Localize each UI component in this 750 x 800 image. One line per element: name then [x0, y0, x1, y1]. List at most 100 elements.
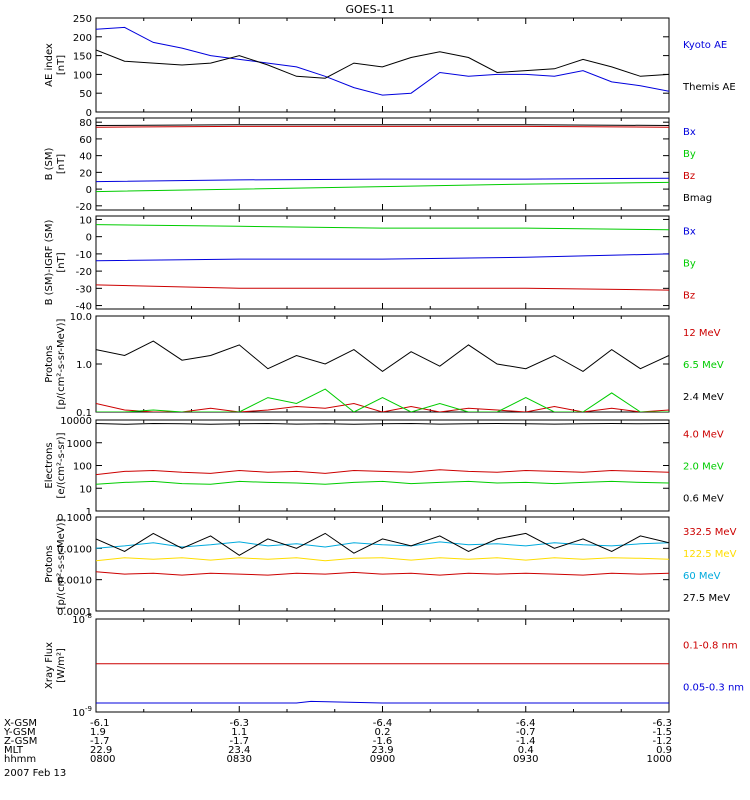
legend-label: 12 MeV: [683, 328, 721, 339]
series-line-2-0-mev: [96, 480, 669, 485]
y-tick-label: 0.0100: [57, 544, 92, 555]
series-line-4-0-mev: [96, 469, 669, 476]
y-tick-label: 150: [73, 52, 92, 63]
y-axis-label: Protons[p/(cm²-s-sr-MeV)]: [44, 318, 67, 409]
y-tick-label: 100: [73, 462, 92, 473]
legend-label: 0.05-0.3 nm: [683, 683, 744, 694]
plot-frame: [95, 117, 670, 211]
ephemeris-value: 0.4: [518, 745, 534, 756]
y-tick-label: 10.0: [70, 312, 92, 323]
legend-label: Themis AE: [682, 82, 736, 93]
y-tick-label: 0.0001: [57, 607, 92, 618]
legend-label: 6.5 MeV: [683, 360, 724, 371]
y-tick-label: 1: [86, 507, 92, 518]
y-tick-label: 10: [79, 484, 92, 495]
series-line-27-5-mev: [96, 532, 669, 556]
series-line-0-05-0-3-nm: [96, 700, 669, 704]
y-axis-label: Electrons[e/(cm²-s-sr)]: [44, 432, 67, 498]
y-tick-label: 10-9: [72, 705, 92, 719]
series-group: [96, 26, 669, 96]
plot-frame: [95, 419, 670, 512]
ephemeris-value: 23.9: [371, 745, 393, 756]
series-line-6-5-mev: [96, 388, 669, 412]
y-tick-label: 0.0010: [57, 576, 92, 587]
y-tick-label: 0: [86, 108, 92, 119]
plot-frame: [95, 215, 670, 310]
legend-label: Bx: [683, 127, 696, 138]
series-line-12-mev: [96, 402, 669, 412]
y-tick-label: -40: [76, 302, 92, 313]
series-line-0-6-mev: [96, 422, 669, 425]
ephemeris-value: -6.4: [516, 718, 536, 729]
series-group: [96, 224, 669, 291]
series-group: [96, 532, 669, 576]
series-line-by: [96, 181, 669, 193]
ephemeris-value: -1.7: [90, 736, 110, 747]
series-line-by: [96, 224, 669, 231]
panel-ae_index: 0 50 100 150 200 250 AE index[nT] Kyoto AE Themi…: [44, 14, 736, 119]
ephemeris-value: -1.4: [516, 736, 536, 747]
ephemeris-value: -6.1: [90, 718, 110, 729]
ephemeris-row-label: hhmm: [4, 754, 36, 765]
legend-label: Kyoto AE: [683, 40, 727, 51]
panel-b_sm_igrf: -40 -30 -20 -10 0 10 B (SM)-IGRF (SM)[nT] Bx By B…: [44, 215, 696, 312]
y-tick-label: 0.1: [76, 408, 92, 419]
ephemeris-value: 0930: [513, 754, 538, 765]
series-group: [96, 124, 669, 193]
ephemeris-row-label: MLT: [4, 745, 24, 756]
ephemeris-value: -1.7: [229, 736, 249, 747]
y-tick-label: 80: [79, 118, 92, 129]
y-tick-label: 10-8: [72, 612, 92, 626]
legend-label: Bz: [683, 171, 695, 182]
series-line-60-mev: [96, 541, 669, 549]
legend-label: By: [683, 259, 696, 270]
ephemeris-value: -6.4: [373, 718, 393, 729]
y-tick-label: 10: [79, 215, 92, 226]
ephemeris-value: 0800: [90, 754, 115, 765]
ephemeris-value: 0900: [370, 754, 395, 765]
ephemeris-value: -0.7: [516, 727, 536, 738]
series-line-bz: [96, 284, 669, 291]
ephemeris-row-label: Z-GSM: [4, 736, 37, 747]
y-tick-label: 20: [79, 168, 92, 179]
legend-label: 2.4 MeV: [683, 392, 724, 403]
y-axis-label: Protons[p/(cm²-s-sr-MeV)]: [44, 518, 67, 609]
y-tick-label: 10000: [60, 416, 92, 427]
ephemeris-value: 0830: [227, 754, 252, 765]
y-axis-label: B (SM)[nT]: [44, 147, 67, 180]
series-line-kyoto-ae: [96, 26, 669, 96]
legend-label: 332.5 MeV: [683, 527, 737, 538]
legend-label: By: [683, 149, 696, 160]
series-line-bx: [96, 177, 669, 183]
y-tick-label: -30: [76, 284, 92, 295]
y-tick-label: 0.1000: [57, 513, 92, 524]
series-line-bz: [96, 125, 669, 128]
series-line-bmag: [96, 124, 669, 126]
legend-label: Bmag: [683, 193, 712, 204]
legend-label: 122.5 MeV: [683, 549, 737, 560]
plot-frame: [95, 618, 670, 713]
series-group: [96, 340, 669, 412]
legend-label: 0.6 MeV: [683, 494, 724, 505]
ephemeris-row-label: Y-GSM: [3, 727, 36, 738]
legend-label: 2.0 MeV: [683, 462, 724, 473]
y-axis-label: Xray Flux[W/m²]: [44, 642, 67, 689]
y-tick-label: 1.0: [76, 360, 92, 371]
y-tick-label: 0: [86, 233, 92, 244]
series-line-122-5-mev: [96, 557, 669, 562]
ephemeris-value: 0.9: [656, 745, 672, 756]
ephemeris-value: 0.2: [375, 727, 391, 738]
y-tick-label: 250: [73, 14, 92, 25]
ephemeris-value: 22.9: [90, 745, 112, 756]
y-tick-label: -20: [76, 267, 92, 278]
series-line-themis-ae: [96, 49, 669, 79]
panel-protons_lo: 0.0001 0.0010 0.0100 0.1000Protons[p/(cm²-s…: [44, 513, 737, 618]
legend-label: 4.0 MeV: [683, 430, 724, 441]
figure-title: GOES-11: [345, 3, 394, 16]
y-tick-label: -20: [76, 202, 92, 213]
ephemeris-value: 1.1: [231, 727, 247, 738]
plot-frame: [95, 516, 670, 612]
y-axis-label: AE index[nT]: [44, 43, 67, 87]
